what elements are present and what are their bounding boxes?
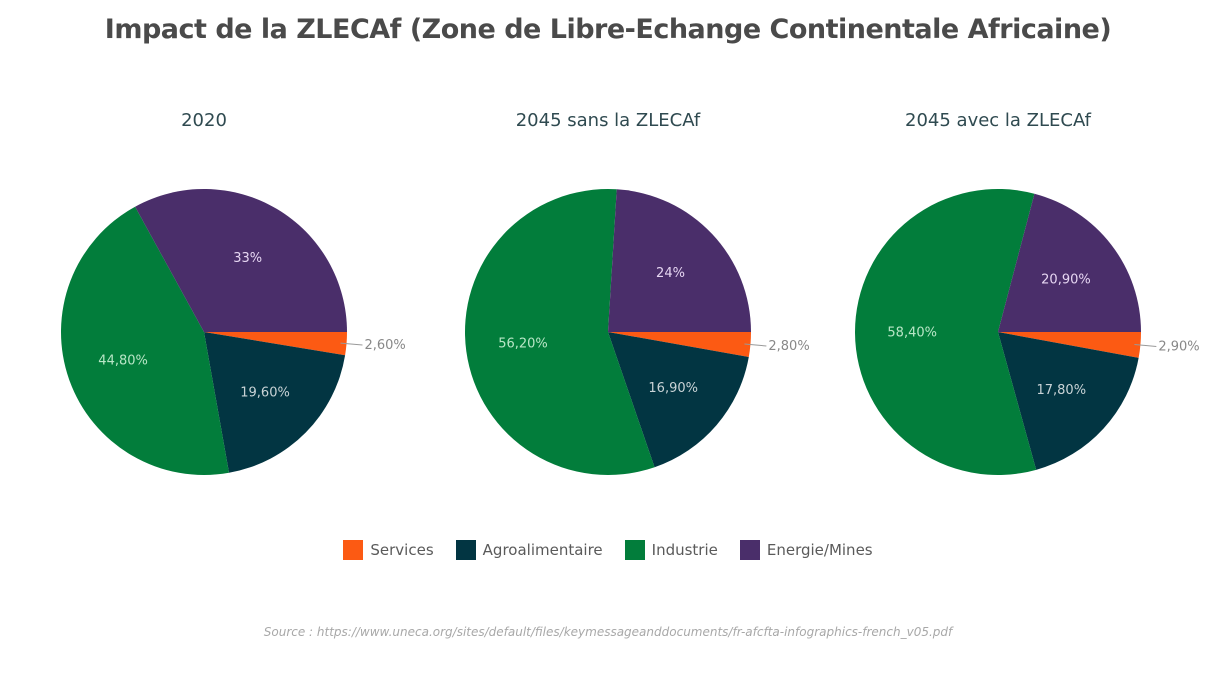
legend-swatch-services <box>343 540 364 560</box>
pie-leader-line <box>744 343 767 347</box>
pie-slice-energie-mines <box>608 189 751 332</box>
pie-slice-energie-mines <box>998 193 1141 332</box>
pie-title-2045-avec: 2045 avec la ZLECAf <box>905 110 1091 131</box>
pie-slice-industrie <box>465 188 655 475</box>
pie-slice-energie-mines <box>135 188 347 332</box>
pie-label-industrie: 58,40% <box>887 326 937 341</box>
pie-label-agroalimentaire: 16,90% <box>648 381 698 396</box>
pie-slice-industrie <box>61 206 230 475</box>
legend: Services Agroalimentaire Industrie Energ… <box>0 540 1216 560</box>
pie-leader-line <box>1134 343 1157 347</box>
chart-title: Impact de la ZLECAf (Zone de Libre-Echan… <box>104 14 1112 45</box>
legend-item-energie-mines: Energie/Mines <box>739 540 873 560</box>
pie-slice-services <box>608 332 751 358</box>
legend-swatch-agroalimentaire <box>455 540 476 560</box>
pie-label-services: 2,60% <box>364 338 405 353</box>
pie-label-services: 2,80% <box>768 339 809 354</box>
pie-title-2045-sans: 2045 sans la ZLECAf <box>515 110 701 131</box>
legend-label-services: Services <box>370 541 434 559</box>
pie-label-energie-mines: 20,90% <box>1041 273 1091 288</box>
pie-slice-industrie <box>855 189 1037 475</box>
pie-slice-services <box>998 332 1141 358</box>
legend-label-industrie: Industrie <box>651 541 718 559</box>
pie-label-industrie: 44,80% <box>98 354 148 369</box>
legend-label-agroalimentaire: Agroalimentaire <box>482 541 603 559</box>
legend-item-agroalimentaire: Agroalimentaire <box>455 540 603 560</box>
pie-slice-agroalimentaire <box>204 332 346 473</box>
pie-slice-services <box>204 332 347 356</box>
pie-leader-line <box>340 342 363 346</box>
pie-label-services: 2,90% <box>1158 339 1199 354</box>
pie-label-agroalimentaire: 17,80% <box>1036 383 1086 398</box>
legend-swatch-industrie <box>624 540 645 560</box>
source-note: Source : https://www.uneca.org/sites/def… <box>263 625 953 639</box>
pie-label-energie-mines: 24% <box>656 266 685 281</box>
legend-item-industrie: Industrie <box>624 540 718 560</box>
legend-item-services: Services <box>343 540 434 560</box>
legend-swatch-energie-mines <box>739 540 760 560</box>
pie-label-energie-mines: 33% <box>233 251 262 266</box>
pie-slice-agroalimentaire <box>608 332 749 468</box>
pie-title-2020: 2020 <box>181 110 227 131</box>
pie-label-agroalimentaire: 19,60% <box>240 385 290 400</box>
pie-slice-agroalimentaire <box>998 332 1139 470</box>
legend-label-energie-mines: Energie/Mines <box>766 541 873 559</box>
pie-label-industrie: 56,20% <box>498 337 548 352</box>
